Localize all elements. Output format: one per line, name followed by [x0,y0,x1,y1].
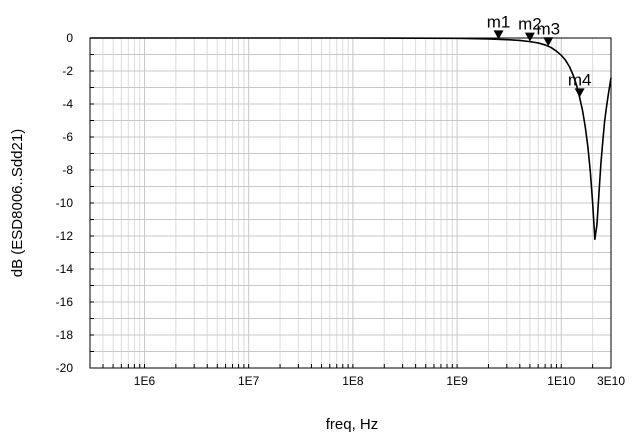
marker-triangle [493,30,504,40]
marker-triangle [524,32,535,42]
grid [89,37,612,369]
y-axis-title: dB (ESD8006..Sdd21) [9,129,26,277]
x-tick-label: 1E8 [342,374,364,388]
x-tick-label: 3E10 [597,374,625,388]
y-tick-label: -18 [56,328,74,342]
marker-triangle [543,37,554,47]
y-tick-label: -12 [56,229,74,243]
y-tick-label: -10 [56,196,74,210]
x-tick-label: 1E9 [446,374,468,388]
marker-label: m4 [568,70,592,89]
y-tick-label: -20 [56,361,74,375]
y-tick-label: -14 [56,262,74,276]
series [90,37,612,241]
y-tick-label: -6 [62,130,73,144]
series-line [90,37,612,241]
x-axis-title: freq, Hz [326,416,379,433]
ticks: 1E6 1E7 1E8 1E9 1E10 3E10 0 -2 -4 -6 -8 -10 -12 -14 -1… [56,31,626,388]
marker-label: m2 [518,15,542,34]
y-tick-label: -2 [62,64,73,78]
y-tick-label: -4 [62,97,73,111]
marker-label: m1 [487,12,511,31]
y-tick-label: -8 [62,163,73,177]
x-tick-label: 1E6 [134,374,156,388]
y-tick-label: 0 [66,31,73,45]
x-tick-label: 1E7 [238,374,260,388]
marker-label: m3 [536,19,560,38]
x-tick-label: 1E10 [547,374,575,388]
marker-triangle [574,88,585,98]
y-tick-label: -16 [56,295,74,309]
